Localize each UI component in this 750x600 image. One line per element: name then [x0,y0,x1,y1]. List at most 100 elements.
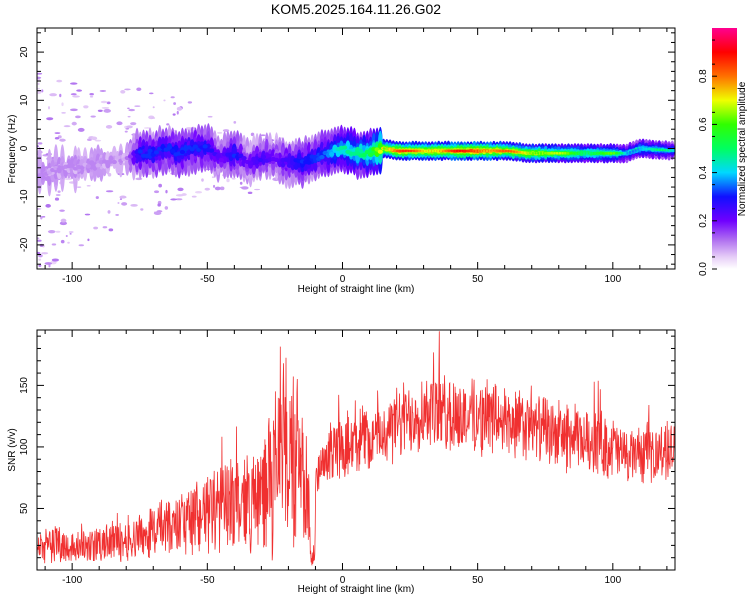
heatmap-cell [37,82,40,85]
heatmap-cell [399,149,402,153]
y-tick-label: -10 [19,189,30,204]
heatmap-cell [217,131,223,134]
heatmap-cell [86,184,91,187]
heatmap-cell [585,152,588,155]
heatmap-cell [319,154,325,160]
heatmap-cell [151,117,156,119]
heatmap-cell [170,96,175,99]
heatmap-cell [124,130,128,133]
colorbar-tick-label: 0.0 [698,262,709,276]
heatmap-cell [610,152,613,155]
x-tick-label: -50 [200,575,215,586]
heatmap-cell [211,176,215,179]
heatmap-cell [91,136,98,141]
heatmap-cell [47,229,56,234]
heatmap-cell [415,149,418,153]
heatmap-cell [420,149,424,153]
heatmap-cell [615,152,618,155]
heatmap-cell [523,151,526,154]
heatmap-cell [90,115,96,118]
heatmap-cell [637,148,640,151]
heatmap-cell [564,152,567,155]
heatmap-cell [176,110,179,115]
heatmap-cell [75,115,81,119]
heatmap-cell [391,148,394,152]
heatmap-cell [37,87,41,90]
heatmap-cell [127,154,134,159]
heatmap-cell [434,149,437,153]
heatmap-cell [163,99,166,102]
heatmap-cell [257,157,263,163]
heatmap-cell [85,164,91,169]
heatmap-cell [612,152,616,155]
heatmap-cells [37,72,675,268]
heatmap-cell [134,105,141,107]
heatmap-cell [37,173,43,178]
heatmap-cell [572,152,575,155]
heatmap-cell [531,152,534,155]
heatmap-cell [247,191,253,194]
heatmap-cell [623,152,626,155]
heatmap-cell [512,150,515,153]
heatmap-cell [179,149,186,155]
heatmap-cell [469,149,472,153]
heatmap-cell [447,149,451,153]
heatmap-cell [361,152,367,158]
heatmap-cell [177,187,184,192]
heatmap-cell [233,121,237,124]
heatmap-cell [40,167,46,173]
heatmap-cell [63,125,71,128]
heatmap-cell [574,152,578,155]
heatmap-cell [666,149,670,152]
heatmap-cell [515,150,518,154]
heatmap-cell [602,152,605,155]
y-tick-label: 0 [19,145,30,151]
heatmap-cell [534,152,537,155]
heatmap-cell [591,152,594,155]
x-tick-label: 100 [604,575,621,586]
heatmap-cell [79,165,85,170]
plot-frame-bottom [36,329,676,571]
heatmap-cell [102,226,108,229]
heatmap-cell [41,252,49,255]
heatmap-cell [77,127,85,132]
heatmap-cell [120,89,126,94]
y-tick-label: 50 [19,502,30,514]
heatmap-cell [176,106,183,111]
heatmap-cell [277,160,283,165]
heatmap-cell [496,149,499,153]
heatmap-cell [70,82,78,85]
heatmap-cell [607,152,610,155]
heatmap-cell [367,152,374,157]
heatmap-cell [412,149,415,153]
heatmap-cell [130,122,137,126]
heatmap-cell [105,190,114,193]
heatmap-cell [69,163,75,168]
heatmap-cell [76,89,82,92]
heatmap-cell [329,152,335,157]
heatmap-cell [262,138,266,141]
heatmap-cell [153,150,160,155]
heatmap-cell [542,152,545,155]
heatmap-cell [423,149,426,153]
heatmap-cell [290,161,296,166]
heatmap-cell [93,226,99,230]
heatmap-cell [569,152,572,155]
heatmap-cell [67,241,70,244]
heatmap-cell [645,147,648,151]
heatmap-cell [89,96,94,98]
heatmap-cell [48,264,51,268]
heatmap-cell [650,148,653,151]
heatmap-cell [393,149,397,152]
heatmap-cell [119,198,123,201]
heatmap-cell [461,149,464,153]
heatmap-cell [588,152,591,155]
heatmap-cell [260,154,267,159]
heatmap-cell [664,148,667,152]
heatmap-cell [577,152,580,155]
heatmap-cell [100,100,108,104]
heatmap-cell [599,152,602,155]
heatmap-cell [396,149,399,153]
heatmap-cell [64,177,73,181]
